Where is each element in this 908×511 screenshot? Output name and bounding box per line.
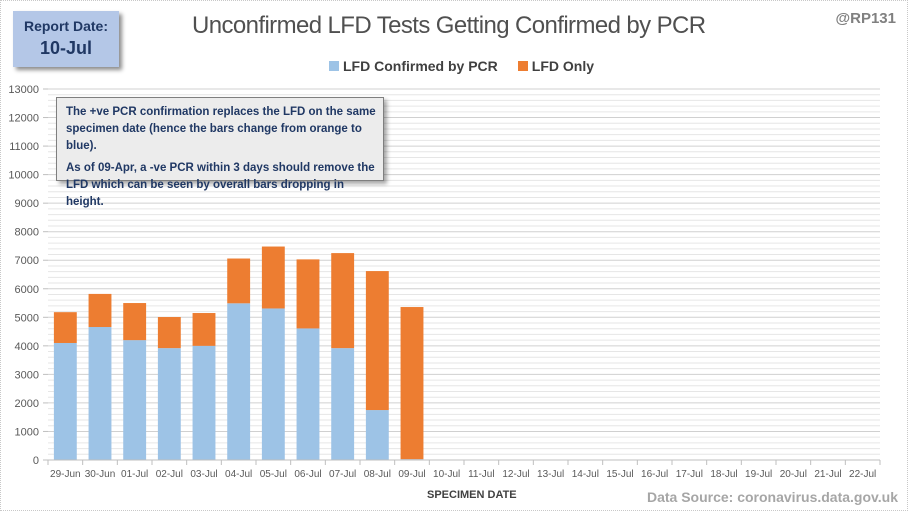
data-source: Data Source: coronavirus.data.gov.uk — [646, 489, 898, 505]
legend-label-lfd-only: LFD Only — [531, 58, 595, 74]
note-line-1: The +ve PCR confirmation replaces the LF… — [66, 106, 376, 152]
x-tick-label: 10-Jul — [433, 469, 460, 480]
x-axis: 29-Jun 30-Jun 01-Jul 02-Jul 03-Jul 04-Jul 05-J… — [47, 459, 881, 480]
x-tick-label: 06-Jul — [294, 469, 321, 480]
bar-lfd-only-05-Jul — [261, 246, 285, 309]
y-axis-ticks: 0 1000 2000 3000 4000 5000 6000 7000 8000 9000 100… — [8, 84, 48, 467]
x-tick-label: 13-Jul — [537, 469, 564, 480]
x-tick-label: 19-Jul — [745, 469, 772, 480]
y-tick-label: 2000 — [15, 398, 39, 410]
report-date-box: Report Date: 10-Jul — [13, 11, 119, 67]
bar-confirmed-02-Jul — [157, 348, 181, 460]
y-tick-label: 4000 — [15, 341, 39, 353]
y-tick-label: 13000 — [8, 84, 39, 96]
x-tick-label: 14-Jul — [572, 469, 599, 480]
x-tick-label: 29-Jun — [50, 469, 81, 480]
y-tick-label: 1000 — [15, 426, 39, 438]
bar-confirmed-03-Jul — [192, 345, 216, 460]
bar-lfd-only-02-Jul — [157, 317, 181, 349]
x-tick-label: 22-Jul — [849, 469, 876, 480]
y-tick-label: 7000 — [15, 255, 39, 267]
legend-item-lfd-only: LFD Only — [517, 58, 595, 74]
y-tick-label: 5000 — [15, 312, 39, 324]
bar-lfd-only-04-Jul — [227, 258, 251, 304]
x-tick-label: 21-Jul — [814, 469, 841, 480]
x-tick-label: 08-Jul — [364, 469, 391, 480]
bar-lfd-only-09-Jul — [400, 307, 424, 460]
chart-title: Unconfirmed LFD Tests Getting Confirmed … — [192, 12, 706, 39]
annotation-note: The +ve PCR confirmation replaces the LF… — [56, 97, 384, 208]
x-axis-label: SPECIMEN DATE — [427, 489, 517, 501]
report-date-label: Report Date: — [23, 18, 108, 34]
legend-item-confirmed: LFD Confirmed by PCR — [329, 58, 498, 74]
y-tick-label: 10000 — [8, 170, 39, 182]
y-tick-label: 9000 — [15, 198, 39, 210]
x-tick-label: 04-Jul — [225, 469, 252, 480]
legend-swatch-lfd-only — [517, 61, 528, 71]
x-tick-label: 07-Jul — [329, 469, 356, 480]
x-tick-label: 02-Jul — [156, 469, 183, 480]
y-tick-label: 0 — [33, 455, 39, 467]
x-tick-label: 15-Jul — [606, 469, 633, 480]
x-tick-label: 20-Jul — [780, 469, 807, 480]
bar-lfd-only-30-Jun — [88, 293, 112, 328]
bar-lfd-only-01-Jul — [123, 303, 147, 341]
note-line-2: As of 09-Apr, a -ve PCR within 3 days sh… — [66, 162, 375, 208]
bar-confirmed-05-Jul — [261, 308, 285, 460]
x-tick-label: 12-Jul — [502, 469, 529, 480]
bar-lfd-only-29-Jun — [53, 312, 77, 343]
bar-confirmed-30-Jun — [88, 327, 112, 460]
bar-confirmed-29-Jun — [53, 342, 77, 460]
x-tick-label: 30-Jun — [85, 469, 116, 480]
x-tick-label: 03-Jul — [190, 469, 217, 480]
legend: LFD Confirmed by PCR LFD Only — [329, 58, 594, 74]
x-tick-label: 11-Jul — [468, 469, 495, 480]
y-tick-label: 12000 — [8, 113, 39, 125]
x-tick-label: 05-Jul — [260, 469, 287, 480]
y-tick-label: 3000 — [15, 369, 39, 381]
y-tick-label: 8000 — [15, 227, 39, 239]
y-tick-label: 6000 — [15, 284, 39, 296]
x-tick-label: 17-Jul — [676, 469, 703, 480]
bar-lfd-only-06-Jul — [296, 259, 320, 329]
legend-swatch-confirmed — [329, 61, 339, 71]
x-tick-label: 16-Jul — [641, 469, 668, 480]
bar-confirmed-08-Jul — [365, 410, 389, 460]
bar-lfd-only-07-Jul — [331, 253, 355, 349]
bar-lfd-only-08-Jul — [365, 271, 389, 411]
bar-confirmed-06-Jul — [296, 328, 320, 460]
bar-confirmed-01-Jul — [123, 340, 147, 460]
bar-confirmed-04-Jul — [227, 303, 251, 460]
bar-confirmed-07-Jul — [331, 348, 355, 460]
x-tick-label: 01-Jul — [121, 469, 148, 480]
x-tick-label: 09-Jul — [398, 469, 425, 480]
x-tick-label: 18-Jul — [710, 469, 737, 480]
y-tick-label: 11000 — [9, 141, 39, 153]
legend-label-confirmed: LFD Confirmed by PCR — [343, 58, 498, 74]
bars — [53, 246, 424, 460]
bar-lfd-only-03-Jul — [192, 313, 216, 346]
report-date-value: 10-Jul — [39, 38, 93, 58]
author-handle: @RP131 — [835, 10, 897, 27]
